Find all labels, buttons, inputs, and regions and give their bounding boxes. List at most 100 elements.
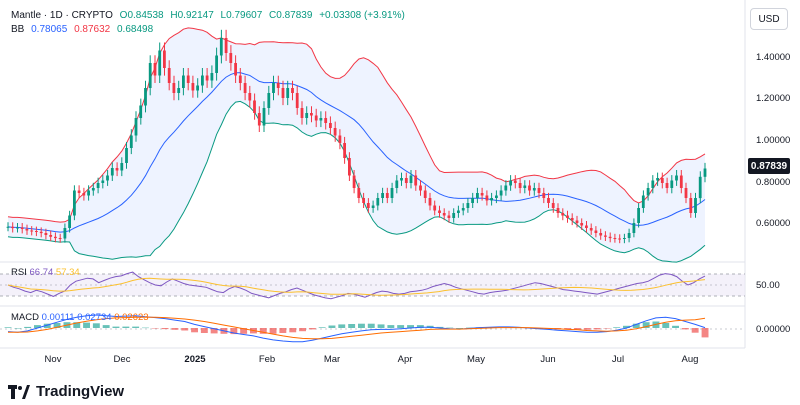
bollinger-bands <box>7 27 706 263</box>
candle-body <box>632 223 636 233</box>
candle-body <box>139 105 143 118</box>
candle-body <box>305 113 309 118</box>
macd-histogram-bar <box>593 328 601 330</box>
ohlc-open: O0.84538 <box>119 10 164 21</box>
candle-body <box>205 75 209 81</box>
macd-histogram-bar <box>456 328 463 329</box>
macd-histogram-bar <box>358 323 365 328</box>
price-tick-5: 0.60000 <box>756 218 791 229</box>
macd-hist-value: 0.02623 <box>114 312 149 323</box>
macd-histogram-bar <box>338 324 346 328</box>
time-tick-2025: 2025 <box>184 354 206 365</box>
macd-histogram-bar <box>43 323 51 328</box>
bb-header[interactable]: BB 0.78065 0.87632 0.68498 <box>11 24 157 35</box>
macd-label: MACD <box>11 312 39 323</box>
candle-body <box>30 230 34 232</box>
candle-body <box>461 208 465 211</box>
candle-body <box>110 168 114 176</box>
macd-histogram-bar <box>466 327 473 329</box>
macd-histogram-bar <box>436 326 444 328</box>
macd-histogram-bar <box>632 323 640 328</box>
candle-body <box>679 175 683 188</box>
candle-body <box>556 208 560 213</box>
macd-histogram-bar <box>161 328 169 330</box>
candle-body <box>6 226 10 228</box>
candle-body <box>44 233 48 235</box>
macd-histogram-bar <box>181 328 189 331</box>
macd-axis-tick: 0.00000 <box>756 324 791 335</box>
macd-histogram-bar <box>259 328 267 334</box>
candle-body <box>106 175 109 181</box>
time-tick-apr: Apr <box>397 354 413 365</box>
price-tick-1: 1.40000 <box>756 52 791 63</box>
macd-histogram-bar <box>102 325 110 328</box>
candle-body <box>547 198 550 203</box>
candle-body <box>419 185 422 191</box>
candle-body <box>224 38 228 53</box>
candle-body <box>423 190 427 198</box>
macd-histogram-bar <box>240 328 248 334</box>
macd-histogram-bar <box>583 328 591 330</box>
candle-body <box>129 135 133 148</box>
candle-body <box>485 195 489 201</box>
candle-body <box>561 213 565 216</box>
candle-body <box>428 198 432 206</box>
candle-body <box>371 205 375 208</box>
candle-body <box>210 73 214 81</box>
candle-body <box>262 108 266 126</box>
macd-histogram-bar <box>230 328 238 335</box>
macd-histogram-bar <box>210 328 218 334</box>
bb-upper-line <box>7 27 706 223</box>
candle-body <box>551 203 555 208</box>
macd-signal-value: 0.02734 <box>77 312 112 323</box>
bb-basis-value: 0.78065 <box>31 24 68 35</box>
candle-body <box>703 168 707 177</box>
candle-body <box>148 63 152 88</box>
candle-body <box>660 178 664 183</box>
candle-body <box>333 128 337 136</box>
candle-body <box>385 193 389 198</box>
macd-histogram-bar <box>132 326 140 328</box>
candle-body <box>324 118 328 123</box>
tradingview-logo[interactable]: TradingView <box>8 383 124 400</box>
candle-body <box>357 188 361 198</box>
candle-body <box>537 188 541 193</box>
macd-histogram-bar <box>387 325 395 328</box>
rsi-lines <box>7 271 706 300</box>
symbol-title[interactable]: Mantle · 1D · CRYPTO <box>11 10 113 21</box>
candle-body <box>167 68 171 83</box>
ohlc-high: H0.92147 <box>170 10 214 21</box>
macd-histogram-bar <box>92 323 100 328</box>
currency-button[interactable]: USD <box>750 8 788 30</box>
candle-body <box>73 190 76 216</box>
candle-body <box>300 108 304 118</box>
macd-histogram-bar <box>613 327 621 328</box>
time-tick-may: May <box>467 354 485 365</box>
candle-body <box>115 168 119 171</box>
tradingview-icon <box>8 384 30 399</box>
macd-histogram-bar <box>299 328 306 332</box>
candle-body <box>480 193 484 196</box>
macd-header[interactable]: MACD 0.00111 0.02734 0.02623 <box>11 312 149 323</box>
candle-body <box>409 175 413 183</box>
candle-body <box>513 180 517 183</box>
rsi-header[interactable]: RSI 66.74 57.34 <box>11 267 80 278</box>
candle-body <box>395 180 399 188</box>
candle-body <box>665 183 669 188</box>
candle-body <box>201 75 204 86</box>
candle-body <box>694 198 697 213</box>
candle-body <box>172 83 176 93</box>
rsi-value: 66.74 <box>29 267 54 278</box>
candle-body <box>191 83 195 91</box>
candle-body <box>433 205 437 211</box>
rsi-axis-tick: 50.00 <box>756 280 780 291</box>
candle-body <box>319 118 323 121</box>
macd-histogram-bar <box>397 325 405 328</box>
rsi-ma-line <box>7 277 706 296</box>
candle-body <box>438 210 441 213</box>
macd-histogram-bar <box>377 324 385 328</box>
macd-histogram-bar <box>681 328 689 330</box>
bb-lower-line <box>7 100 706 263</box>
